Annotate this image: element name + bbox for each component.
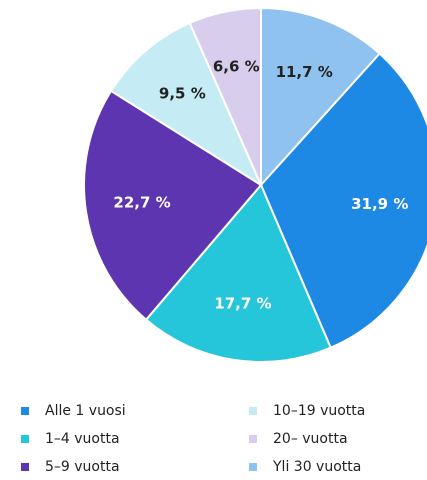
legend-swatch	[249, 463, 257, 471]
value-label: 22,7 %	[113, 194, 170, 212]
value-label: 17,7 %	[214, 294, 271, 312]
legend-swatch	[21, 435, 29, 443]
legend-label: Alle 1 vuosi	[45, 403, 126, 419]
slice	[109, 21, 264, 188]
slice	[259, 52, 427, 350]
slice	[144, 183, 333, 363]
legend-label: 1–4 vuotta	[45, 431, 120, 447]
slice	[260, 6, 382, 188]
slice	[83, 89, 263, 322]
legend-swatch	[249, 435, 257, 443]
value-label: 9,5 %	[159, 84, 206, 102]
legend-swatch	[249, 407, 257, 415]
legend-label: 5–9 vuotta	[45, 459, 120, 475]
legend-swatch	[21, 463, 29, 471]
legend-swatch	[21, 407, 29, 415]
legend-label: Yli 30 vuotta	[272, 459, 361, 475]
slice	[188, 6, 262, 186]
legend-label: 10–19 vuotta	[273, 403, 365, 419]
value-label: 11,7 %	[276, 63, 333, 81]
legend-label: 20– vuotta	[273, 431, 348, 447]
value-label: 31,9 %	[351, 195, 408, 213]
value-label: 6,6 %	[213, 58, 260, 76]
